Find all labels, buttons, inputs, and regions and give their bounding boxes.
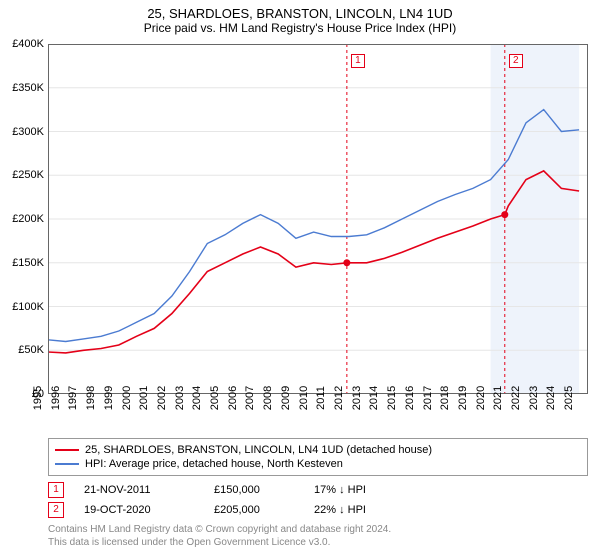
legend-item: HPI: Average price, detached house, Nort… (55, 457, 581, 471)
transaction-price: £150,000 (214, 484, 294, 496)
chart-plot-area: £0£50K£100K£150K£200K£250K£300K£350K£400… (48, 44, 588, 394)
transaction-date: 21-NOV-2011 (84, 484, 194, 496)
x-tick-label: 2012 (333, 386, 345, 410)
x-tick-label: 2008 (262, 386, 274, 410)
x-tick-label: 2014 (368, 386, 380, 410)
x-tick-label: 2024 (545, 386, 557, 410)
x-tick-label: 2021 (492, 386, 504, 410)
x-tick-label: 2017 (421, 386, 433, 410)
transaction-marker-badge: 2 (509, 54, 523, 68)
y-tick-label: £250K (12, 169, 44, 181)
y-tick-label: £200K (12, 213, 44, 225)
legend-item: 25, SHARDLOES, BRANSTON, LINCOLN, LN4 1U… (55, 443, 581, 457)
x-tick-label: 2000 (120, 386, 132, 410)
price-marker (343, 259, 350, 266)
x-tick-label: 2007 (244, 386, 256, 410)
x-tick-label: 1996 (49, 386, 61, 410)
x-tick-label: 2019 (457, 386, 469, 410)
y-tick-label: £300K (12, 126, 44, 138)
y-tick-label: £100K (12, 301, 44, 313)
x-tick-label: 2015 (386, 386, 398, 410)
transaction-price: £205,000 (214, 504, 294, 516)
y-tick-label: £50K (18, 344, 44, 356)
chart-title: 25, SHARDLOES, BRANSTON, LINCOLN, LN4 1U… (0, 0, 600, 21)
legend-swatch (55, 449, 79, 451)
transaction-badge: 1 (48, 482, 64, 498)
y-tick-label: £150K (12, 257, 44, 269)
x-tick-label: 1999 (103, 386, 115, 410)
price-marker (501, 211, 508, 218)
transactions-table: 1 21-NOV-2011 £150,000 17% ↓ HPI 2 19-OCT-202… (48, 480, 588, 520)
x-tick-label: 2018 (439, 386, 451, 410)
x-tick-label: 2023 (527, 386, 539, 410)
y-tick-label: £400K (12, 38, 44, 50)
x-tick-label: 2004 (191, 386, 203, 410)
x-tick-label: 2022 (510, 386, 522, 410)
x-tick-label: 2011 (315, 386, 327, 410)
x-tick-label: 2020 (474, 386, 486, 410)
footnote: Contains HM Land Registry data © Crown c… (48, 524, 588, 549)
legend-label: HPI: Average price, detached house, Nort… (85, 458, 343, 470)
x-tick-label: 2002 (156, 386, 168, 410)
legend-label: 25, SHARDLOES, BRANSTON, LINCOLN, LN4 1U… (85, 444, 432, 456)
x-tick-label: 2006 (227, 386, 239, 410)
transaction-vs-hpi: 17% ↓ HPI (314, 484, 424, 496)
x-tick-label: 2013 (350, 386, 362, 410)
legend-swatch (55, 463, 79, 465)
y-tick-label: £350K (12, 82, 44, 94)
x-tick-label: 1997 (67, 386, 79, 410)
footnote-line: This data is licensed under the Open Gov… (48, 537, 588, 550)
x-tick-label: 2005 (209, 386, 221, 410)
x-tick-label: 2016 (404, 386, 416, 410)
x-tick-label: 2010 (297, 386, 309, 410)
transaction-marker-badge: 1 (351, 54, 365, 68)
legend: 25, SHARDLOES, BRANSTON, LINCOLN, LN4 1U… (48, 438, 588, 476)
x-tick-label: 2009 (280, 386, 292, 410)
x-tick-label: 1995 (32, 386, 44, 410)
transaction-row: 2 19-OCT-2020 £205,000 22% ↓ HPI (48, 500, 588, 520)
chart-subtitle: Price paid vs. HM Land Registry's House … (0, 21, 600, 39)
transaction-vs-hpi: 22% ↓ HPI (314, 504, 424, 516)
footnote-line: Contains HM Land Registry data © Crown c… (48, 524, 588, 537)
x-tick-label: 2025 (563, 386, 575, 410)
transaction-badge: 2 (48, 502, 64, 518)
x-tick-label: 2003 (173, 386, 185, 410)
transaction-row: 1 21-NOV-2011 £150,000 17% ↓ HPI (48, 480, 588, 500)
x-tick-label: 2001 (138, 386, 150, 410)
transaction-date: 19-OCT-2020 (84, 504, 194, 516)
x-tick-label: 1998 (85, 386, 97, 410)
